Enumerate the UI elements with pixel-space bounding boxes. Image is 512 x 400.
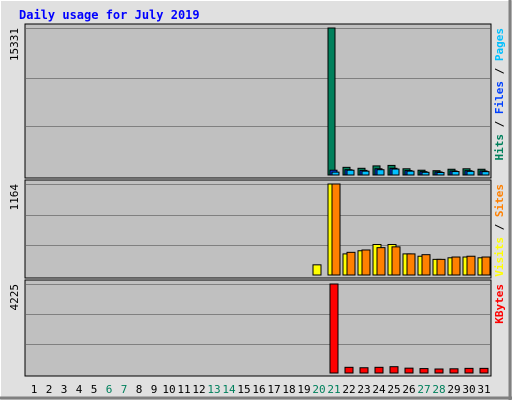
bar-pages-day-28 xyxy=(436,172,445,176)
legend: KBytes xyxy=(493,284,506,324)
legend: Visits / Sites xyxy=(493,184,506,277)
bar-kbytes-day-24 xyxy=(374,366,384,374)
x-tick-label-day-27: 27 xyxy=(417,383,430,396)
series-kbytes xyxy=(329,283,489,374)
x-tick-label-day-26: 26 xyxy=(402,383,415,396)
bar-pages-day-30 xyxy=(466,170,475,176)
x-tick-label-day-7: 7 xyxy=(121,383,128,396)
bar-hits-day-21 xyxy=(327,27,336,176)
x-tick-label-day-29: 29 xyxy=(447,383,460,396)
bar-sites-day-24 xyxy=(376,247,386,276)
bar-kbytes-day-28 xyxy=(434,368,444,374)
legend-separator: / xyxy=(493,61,506,81)
legend-pages: Pages xyxy=(493,28,506,61)
x-tick-label-day-28: 28 xyxy=(432,383,445,396)
bar-kbytes-day-23 xyxy=(359,367,369,374)
x-tick-label-day-8: 8 xyxy=(136,383,143,396)
x-tick-label-day-5: 5 xyxy=(91,383,98,396)
bar-pages-day-29 xyxy=(451,171,460,176)
visits-panel: 1164 Visits / Sites xyxy=(8,179,506,279)
bar-sites-day-22 xyxy=(346,251,356,276)
series-sites xyxy=(331,183,491,276)
bar-kbytes-day-29 xyxy=(449,368,459,374)
x-tick-label-day-23: 23 xyxy=(357,383,370,396)
bar-sites-day-27 xyxy=(421,254,431,276)
x-tick-label-day-3: 3 xyxy=(61,383,68,396)
bar-visits-day-20 xyxy=(312,264,322,276)
bar-kbytes-day-21 xyxy=(329,283,339,374)
bar-sites-day-26 xyxy=(406,253,416,276)
plot-area xyxy=(24,279,492,377)
bar-sites-day-28 xyxy=(436,258,446,276)
x-tick-label-day-12: 12 xyxy=(192,383,205,396)
bar-sites-day-21 xyxy=(331,183,341,276)
bar-pages-day-22 xyxy=(346,169,355,176)
y-max-label: 1164 xyxy=(8,184,21,211)
bar-pages-day-26 xyxy=(406,170,415,176)
x-tick-label-day-10: 10 xyxy=(162,383,175,396)
x-axis-labels: 1 2 3 4 5 6 7 8 9 10 11 12 13 14 15 16 17 18 19 20 21 22 23 24 2… xyxy=(31,383,491,396)
bar-sites-day-25 xyxy=(391,246,401,276)
x-tick-label-day-4: 4 xyxy=(76,383,83,396)
bar-kbytes-day-31 xyxy=(479,367,489,374)
bar-kbytes-day-27 xyxy=(419,368,429,374)
y-max-label: 15331 xyxy=(8,28,21,61)
bar-kbytes-day-30 xyxy=(464,367,474,374)
x-tick-label-day-31: 31 xyxy=(477,383,490,396)
hits-panel: 15331 Hits / Files / Pages xyxy=(8,23,506,179)
legend-sites: Sites xyxy=(493,184,506,217)
chart-title: Daily usage for July 2019 xyxy=(19,8,200,22)
x-tick-label-day-18: 18 xyxy=(282,383,295,396)
bar-pages-day-21 xyxy=(331,171,340,176)
x-tick-label-day-2: 2 xyxy=(46,383,53,396)
x-tick-label-day-14: 14 xyxy=(222,383,236,396)
x-tick-label-day-16: 16 xyxy=(252,383,265,396)
legend-hits: Hits xyxy=(493,134,506,161)
x-tick-label-day-6: 6 xyxy=(106,383,113,396)
x-tick-label-day-19: 19 xyxy=(297,383,310,396)
legend-files: Files xyxy=(493,81,506,114)
x-tick-label-day-17: 17 xyxy=(267,383,280,396)
bar-sites-day-23 xyxy=(361,249,371,276)
bar-sites-day-30 xyxy=(466,255,476,276)
legend-separator: / xyxy=(493,114,506,134)
x-tick-label-day-20: 20 xyxy=(312,383,325,396)
series-pages xyxy=(331,168,490,176)
bar-kbytes-day-26 xyxy=(404,367,414,374)
bar-sites-day-29 xyxy=(451,256,461,276)
bar-pages-day-27 xyxy=(421,171,430,176)
x-tick-label-day-21: 21 xyxy=(327,383,340,396)
bar-pages-day-23 xyxy=(361,170,370,176)
x-tick-label-day-13: 13 xyxy=(207,383,220,396)
bar-pages-day-25 xyxy=(391,168,400,176)
legend: Hits / Files / Pages xyxy=(493,28,506,161)
x-tick-label-day-25: 25 xyxy=(387,383,400,396)
x-tick-label-day-1: 1 xyxy=(31,383,38,396)
bar-kbytes-day-22 xyxy=(344,366,354,374)
bar-kbytes-day-25 xyxy=(389,366,399,374)
bar-pages-day-24 xyxy=(376,169,385,176)
bar-pages-day-31 xyxy=(481,171,490,176)
y-max-label: 4225 xyxy=(8,284,21,311)
x-tick-label-day-22: 22 xyxy=(342,383,355,396)
kbytes-panel: 4225 KBytes xyxy=(8,279,506,377)
x-tick-label-day-11: 11 xyxy=(177,383,190,396)
legend-visits: Visits xyxy=(493,237,506,277)
x-tick-label-day-30: 30 xyxy=(462,383,475,396)
x-tick-label-day-9: 9 xyxy=(151,383,158,396)
x-tick-label-day-24: 24 xyxy=(372,383,386,396)
legend-kbytes: KBytes xyxy=(493,284,506,324)
plot-area xyxy=(24,23,492,179)
x-tick-label-day-15: 15 xyxy=(237,383,250,396)
bar-sites-day-31 xyxy=(481,256,491,276)
legend-separator: / xyxy=(493,217,506,237)
chart-panels: 15331 Hits / Files / Pages 1164 Visits / Si… xyxy=(8,23,506,377)
